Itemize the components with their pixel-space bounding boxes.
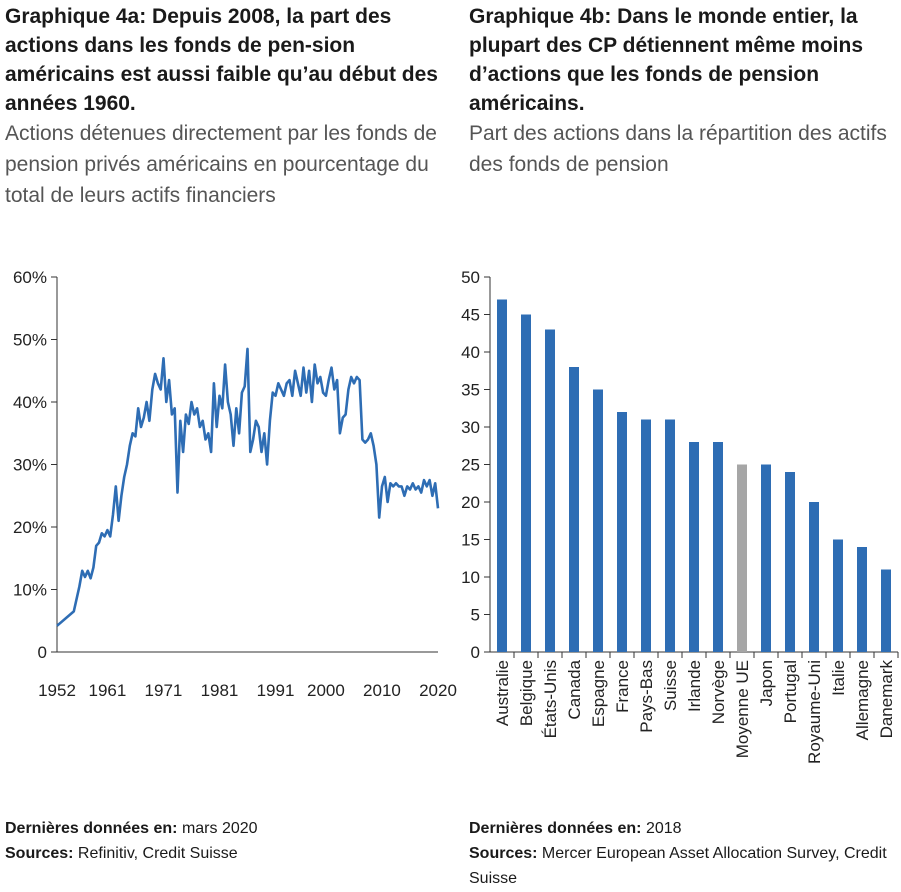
x-tick-label: Canada: [565, 659, 584, 719]
bar: [785, 472, 795, 652]
footer-label: Sources:: [5, 845, 74, 862]
x-tick-label: Japon: [757, 660, 776, 706]
footer-label: Sources:: [469, 845, 538, 862]
bar: [689, 442, 699, 652]
x-tick-label: Espagne: [589, 660, 608, 727]
chart-4b-sources: Sources: Mercer European Asset Allocatio…: [469, 841, 899, 891]
y-tick-label: 0: [38, 643, 47, 662]
x-tick-label: Danemark: [877, 660, 896, 739]
chart-4b-last-data: Dernières données en: 2018: [469, 816, 899, 841]
x-tick-label: Allemagne: [853, 660, 872, 740]
y-tick-label: 30: [461, 418, 480, 437]
bar: [665, 419, 675, 652]
x-tick-label: Portugal: [781, 660, 800, 723]
y-tick-label: 10%: [13, 581, 47, 600]
bar: [809, 502, 819, 652]
footer-label: Dernières données en:: [469, 820, 642, 837]
chart-4a-title: Graphique 4a: Depuis 2008, la part des a…: [5, 5, 438, 115]
y-tick-label: 25: [461, 456, 480, 475]
bar: [641, 419, 651, 652]
x-tick-label: Pays-Bas: [637, 660, 656, 733]
x-tick-label: 2010: [363, 681, 401, 700]
x-tick-label: 1961: [89, 681, 127, 700]
chart-4a-sources: Sources: Refinitiv, Credit Suisse: [5, 841, 445, 866]
chart-4b-title: Graphique 4b: Dans le monde entier, la p…: [469, 5, 864, 115]
footer-value: Refinitiv, Credit Suisse: [73, 845, 238, 862]
bar: [617, 412, 627, 652]
x-tick-label: Suisse: [661, 660, 680, 711]
y-tick-label: 35: [461, 381, 480, 400]
bar: [833, 539, 843, 652]
x-tick-label: 1971: [145, 681, 183, 700]
chart-4a-last-data: Dernières données en: mars 2020: [5, 816, 445, 841]
y-tick-label: 30%: [13, 456, 47, 475]
x-tick-label: 2000: [307, 681, 345, 700]
x-tick-label: Italie: [829, 660, 848, 696]
chart-4b-footer: Dernières données en: 2018 Sources: Merc…: [469, 816, 899, 891]
x-tick-label: Irlande: [685, 660, 704, 712]
x-tick-label: Belgique: [517, 660, 536, 726]
y-tick-label: 5: [471, 606, 480, 625]
x-tick-label: Australie: [493, 660, 512, 726]
x-tick-label: 1981: [201, 681, 239, 700]
footer-value: Mercer European Asset Allocation Survey,…: [469, 845, 887, 887]
chart-panel-4b: Graphique 4b: Dans le monde entier, la p…: [469, 0, 899, 180]
y-tick-label: 50%: [13, 331, 47, 350]
footer-value: mars 2020: [177, 820, 258, 837]
bar: [593, 389, 603, 652]
bar: [761, 464, 771, 652]
footer-label: Dernières données en:: [5, 820, 178, 837]
y-tick-label: 40: [461, 343, 480, 362]
x-tick-label: Royaume-Uni: [805, 660, 824, 764]
y-tick-label: 60%: [13, 268, 47, 287]
bar: [497, 299, 507, 652]
x-tick-label: 1991: [257, 681, 295, 700]
x-tick-label: 1952: [38, 681, 76, 700]
x-tick-label: Moyenne UE: [733, 660, 752, 758]
series-line: [56, 347, 440, 627]
chart-4a-footer: Dernières données en: mars 2020 Sources:…: [5, 816, 445, 866]
y-tick-label: 40%: [13, 393, 47, 412]
bar: [737, 464, 747, 652]
y-tick-label: 0: [471, 643, 480, 662]
x-tick-label: France: [613, 660, 632, 713]
x-tick-label: États-Unis: [541, 660, 560, 738]
bar: [545, 329, 555, 652]
y-tick-label: 15: [461, 531, 480, 550]
y-tick-label: 45: [461, 306, 480, 325]
chart-4b-subtitle: Part des actions dans la répartition des…: [469, 122, 887, 176]
x-tick-label: 2020: [419, 681, 457, 700]
footer-value: 2018: [641, 820, 682, 837]
y-tick-label: 20: [461, 493, 480, 512]
y-tick-label: 20%: [13, 518, 47, 537]
y-tick-label: 10: [461, 568, 480, 587]
x-tick-label: Norvège: [709, 660, 728, 724]
chart-4a-subtitle: Actions détenues directement par les fon…: [5, 122, 437, 207]
bar: [857, 547, 867, 652]
bar: [881, 569, 891, 652]
chart-panel-4a: Graphique 4a: Depuis 2008, la part des a…: [5, 0, 445, 211]
bar: [569, 367, 579, 652]
bar: [713, 442, 723, 652]
bar: [521, 314, 531, 652]
y-tick-label: 50: [461, 268, 480, 287]
